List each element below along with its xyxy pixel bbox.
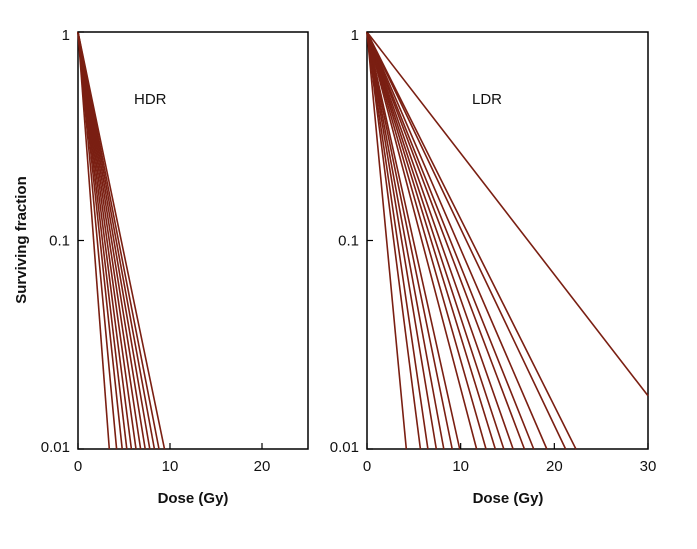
y-axis-label: Surviving fraction (13, 176, 30, 304)
x-axis-label-ldr: Dose (Gy) (473, 490, 544, 507)
series-line-ldr-11 (366, 31, 505, 450)
x-tick-label-ldr-20: 20 (546, 458, 563, 475)
y-tick-label-hdr-0: 1 (62, 27, 70, 44)
series-line-ldr-15 (366, 31, 548, 450)
series-line-ldr-1 (366, 31, 408, 450)
ticks-group-hdr: 0 10 20 1 0.1 0.01 (41, 27, 271, 475)
series-line-hdr-2 (77, 31, 118, 450)
x-tick-label-hdr-10: 10 (162, 458, 179, 475)
series-line-ldr-12 (366, 31, 514, 450)
plot-frame-hdr (77, 31, 309, 450)
y-tick-label-hdr-1: 0.1 (49, 233, 70, 250)
ticks-group-ldr: 0 10 20 30 1 0.1 0.01 (330, 27, 657, 475)
y-tick-label-ldr-2: 0.01 (330, 439, 359, 456)
series-line-ldr-6 (366, 31, 453, 450)
series-line-hdr-11 (77, 31, 160, 450)
series-line-ldr-8 (366, 31, 478, 450)
panel-ldr: 0 10 20 30 1 0.1 0.01 LDR Dose (Gy) (330, 27, 657, 507)
x-tick-label-hdr-20: 20 (254, 458, 271, 475)
x-axis-label-hdr: Dose (Gy) (158, 490, 229, 507)
series-line-ldr-9 (366, 31, 487, 450)
y-tick-label-ldr-0: 1 (351, 27, 359, 44)
series-line-ldr-2 (366, 31, 422, 450)
y-tick-label-hdr-2: 0.01 (41, 439, 70, 456)
series-line-hdr-1 (77, 31, 111, 450)
y-tick-label-ldr-1: 0.1 (338, 233, 359, 250)
series-line-ldr-7 (366, 31, 461, 450)
series-group-ldr (366, 31, 649, 450)
series-line-ldr-3 (366, 31, 429, 450)
series-line-ldr-17 (366, 31, 577, 450)
series-line-ldr-13 (366, 31, 526, 450)
x-tick-label-ldr-30: 30 (640, 458, 657, 475)
series-group-hdr (77, 31, 166, 450)
annotation-ldr: LDR (472, 91, 502, 108)
x-tick-label-hdr-0: 0 (74, 458, 82, 475)
series-line-ldr-18 (366, 31, 649, 397)
series-line-hdr-12 (77, 31, 166, 450)
panel-hdr: 0 10 20 1 0.1 0.01 HDR Dose (Gy) Surviving fr… (13, 27, 309, 507)
series-line-ldr-10 (366, 31, 497, 450)
series-line-ldr-4 (366, 31, 438, 450)
series-line-ldr-5 (366, 31, 445, 450)
series-line-ldr-16 (366, 31, 567, 450)
x-tick-label-ldr-10: 10 (452, 458, 469, 475)
series-line-ldr-14 (366, 31, 535, 450)
x-tick-label-ldr-0: 0 (363, 458, 371, 475)
annotation-hdr: HDR (134, 91, 167, 108)
